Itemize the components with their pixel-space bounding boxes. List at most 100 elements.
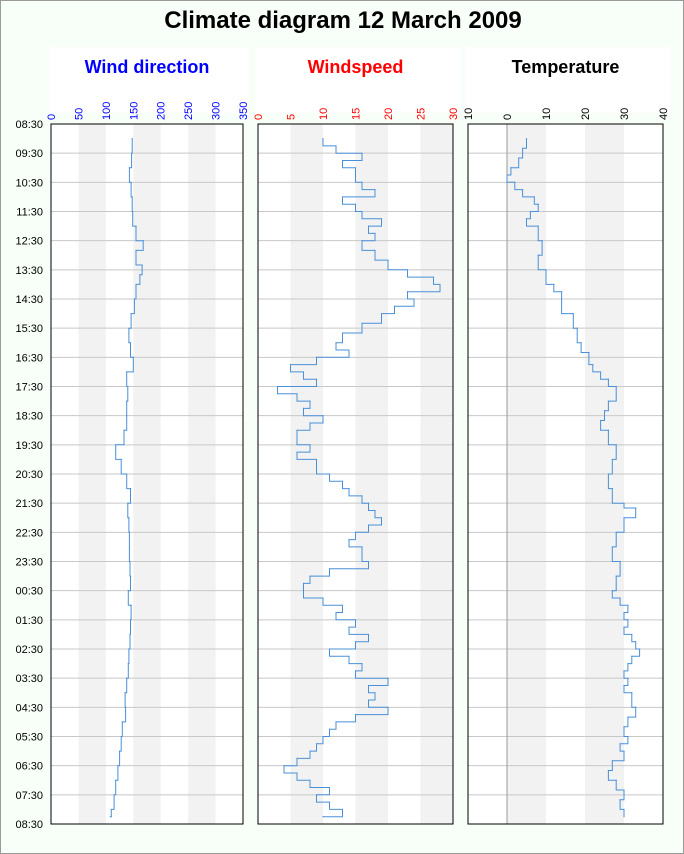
data-point: [374, 232, 376, 234]
data-point: [123, 429, 125, 431]
data-point: [110, 808, 112, 811]
data-point: [406, 269, 409, 271]
data-point: [627, 716, 629, 718]
data-point: [615, 444, 617, 446]
time-label: 08:30: [15, 119, 43, 131]
tick-label: 0: [502, 114, 514, 120]
data-point: [367, 502, 370, 504]
time-label: 12:30: [15, 236, 43, 248]
data-point: [296, 429, 298, 431]
time-label: 14:30: [15, 294, 43, 306]
data-point: [545, 269, 547, 271]
data-point: [113, 794, 115, 796]
tick-label: 150: [128, 102, 140, 120]
data-point: [631, 633, 633, 636]
data-point: [127, 502, 129, 504]
data-point: [322, 597, 324, 599]
data-point: [374, 189, 376, 191]
data-point: [387, 706, 389, 708]
time-label: 15:30: [15, 323, 43, 335]
data-point: [129, 487, 132, 490]
data-point: [623, 750, 625, 752]
data-point: [615, 779, 617, 781]
data-point: [600, 419, 602, 422]
data-point: [117, 765, 119, 767]
data-point: [335, 145, 337, 147]
time-label: 23:30: [15, 557, 43, 569]
data-point: [522, 147, 524, 149]
data-point: [607, 378, 610, 380]
data-point: [387, 259, 389, 261]
data-point: [129, 342, 132, 344]
data-point: [120, 458, 122, 461]
data-point: [361, 495, 363, 497]
data-point: [537, 225, 539, 227]
data-point: [328, 801, 331, 803]
data-point: [130, 312, 132, 315]
data-point: [130, 181, 132, 183]
data-point: [413, 298, 415, 300]
data-point: [115, 779, 117, 781]
data-point: [127, 662, 129, 665]
data-point: [361, 322, 363, 324]
data-point: [576, 327, 578, 329]
data-point: [623, 789, 625, 791]
data-point: [341, 159, 344, 162]
tick-label: 40: [658, 108, 670, 120]
data-point: [354, 531, 357, 533]
data-point: [135, 249, 137, 251]
data-point: [115, 444, 117, 446]
data-point: [296, 451, 298, 453]
data-point: [607, 769, 610, 772]
time-label: 21:30: [15, 498, 43, 510]
series-line: [277, 138, 441, 818]
tick-label: 50: [73, 108, 85, 120]
tick-label: 200: [156, 102, 168, 120]
data-point: [348, 655, 350, 657]
tick-label: 30: [448, 108, 460, 120]
data-point: [533, 196, 535, 198]
data-point: [518, 157, 520, 159]
data-point: [387, 677, 389, 679]
data-point: [615, 531, 617, 533]
time-label: 05:30: [15, 732, 43, 744]
time-label: 04:30: [15, 702, 43, 714]
data-point: [132, 210, 134, 213]
data-point: [393, 305, 396, 307]
data-point: [510, 167, 512, 169]
data-point: [619, 743, 621, 745]
plot-border: [467, 123, 664, 825]
data-point: [322, 415, 324, 417]
data-point: [588, 351, 590, 354]
time-label: 19:30: [15, 440, 43, 452]
tick-label: 0: [46, 114, 58, 120]
data-point: [126, 371, 128, 373]
plot-border: [257, 123, 454, 825]
data-point: [367, 684, 370, 687]
data-point: [623, 670, 625, 672]
data-point: [514, 181, 516, 183]
data-point: [129, 633, 131, 636]
data-point: [367, 633, 370, 636]
data-point: [126, 677, 128, 679]
data-point: [120, 735, 122, 738]
data-point: [315, 356, 318, 358]
tick-label: 5: [286, 114, 298, 120]
data-point: [623, 808, 625, 811]
data-point: [619, 560, 621, 563]
data-point: [627, 735, 629, 738]
data-point: [302, 582, 305, 584]
data-point: [341, 332, 344, 334]
panel-header-bg: [256, 47, 461, 113]
time-label: 02:30: [15, 644, 43, 656]
data-point: [623, 816, 625, 818]
data-point: [623, 726, 625, 728]
data-point: [367, 560, 370, 563]
data-point: [315, 794, 318, 796]
data-point: [309, 444, 311, 446]
data-point: [296, 757, 298, 759]
data-point: [627, 619, 629, 621]
